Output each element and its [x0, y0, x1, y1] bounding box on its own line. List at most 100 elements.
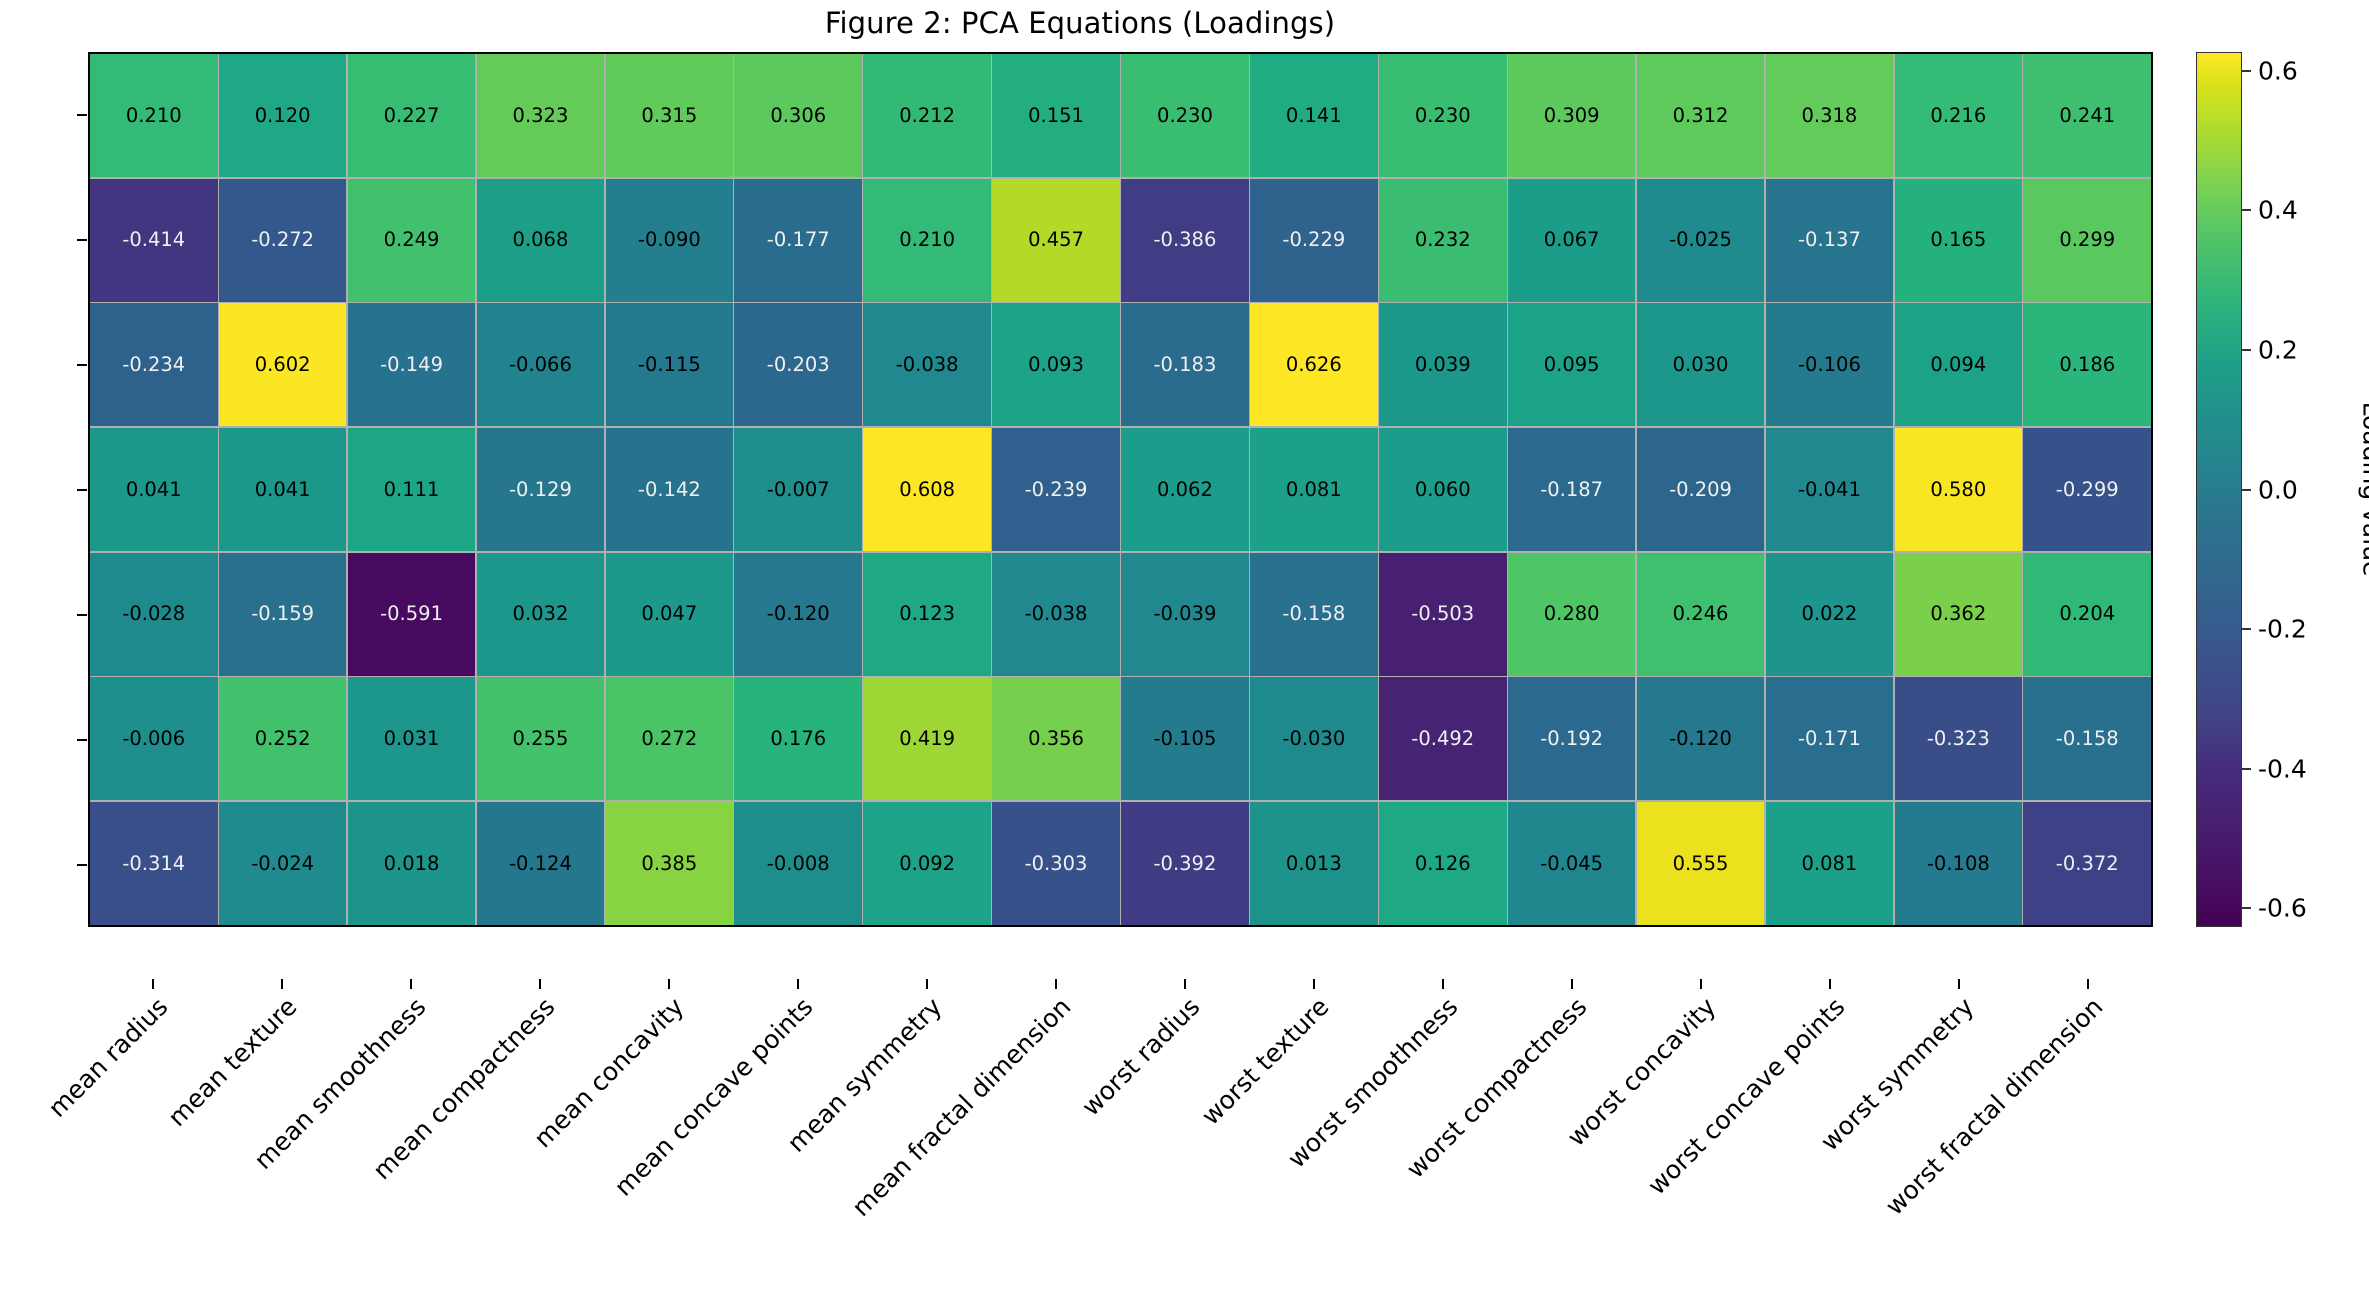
y-axis-tick-mark [77, 864, 87, 866]
heatmap-cell-value: -0.183 [1154, 355, 1217, 375]
heatmap-cell: -0.090 [606, 179, 734, 302]
heatmap-cell-value: 0.126 [1415, 854, 1471, 874]
heatmap-cell-value: -0.177 [767, 230, 830, 250]
heatmap-cell: 0.230 [1379, 54, 1507, 177]
heatmap-cell-value: 0.081 [1802, 854, 1858, 874]
heatmap-cell: 0.457 [992, 179, 1120, 302]
heatmap-cell-value: -0.159 [251, 604, 314, 624]
heatmap-cell: 0.204 [2023, 553, 2151, 676]
heatmap-cell-value: -0.171 [1798, 729, 1861, 749]
heatmap-cell: -0.066 [477, 303, 605, 426]
heatmap-cell-value: -0.158 [2056, 729, 2119, 749]
x-axis-tick-mark [1313, 979, 1315, 989]
heatmap-cell-value: 0.246 [1673, 604, 1729, 624]
heatmap-cell: 0.123 [863, 553, 991, 676]
heatmap-cell: 0.068 [477, 179, 605, 302]
heatmap-cell: -0.120 [734, 553, 862, 676]
heatmap-cell-value: -0.272 [251, 230, 314, 250]
heatmap-cell-value: 0.356 [1028, 729, 1084, 749]
heatmap-cell-value: -0.025 [1669, 230, 1732, 250]
heatmap-cell: 0.022 [1766, 553, 1894, 676]
heatmap-cell: -0.024 [219, 802, 347, 925]
heatmap-cell: -0.591 [348, 553, 476, 676]
heatmap-cell: -0.142 [606, 428, 734, 551]
colorbar-tick-mark [2242, 209, 2251, 211]
heatmap-cell: -0.149 [348, 303, 476, 426]
heatmap-cell-value: 0.092 [899, 854, 955, 874]
colorbar-tick-mark [2242, 907, 2251, 909]
heatmap-cell-value: 0.210 [899, 230, 955, 250]
heatmap-cell-value: -0.192 [1540, 729, 1603, 749]
heatmap-cell-value: -0.386 [1154, 230, 1217, 250]
heatmap-cell-value: 0.041 [255, 480, 311, 500]
heatmap-cell-value: 0.227 [384, 106, 440, 126]
x-axis-tick-label: worst concavity [1418, 992, 1721, 1295]
heatmap-cell: -0.137 [1766, 179, 1894, 302]
heatmap-cell: 0.385 [606, 802, 734, 925]
heatmap-cell: -0.171 [1766, 677, 1894, 800]
heatmap-cell: 0.318 [1766, 54, 1894, 177]
heatmap-cell: -0.386 [1121, 179, 1249, 302]
heatmap-cell-value: -0.028 [122, 604, 185, 624]
heatmap-cell-value: -0.209 [1669, 480, 1732, 500]
heatmap-cell: 0.312 [1637, 54, 1765, 177]
heatmap-cell-value: -0.038 [896, 355, 959, 375]
heatmap-cell: 0.230 [1121, 54, 1249, 177]
x-axis-tick-mark [797, 979, 799, 989]
y-axis-tick-mark [77, 489, 87, 491]
heatmap-cell: -0.314 [90, 802, 218, 925]
heatmap-cell-value: -0.372 [2056, 854, 2119, 874]
heatmap-cell-value: 0.047 [641, 604, 697, 624]
heatmap-cell: -0.372 [2023, 802, 2151, 925]
heatmap-cell: -0.272 [219, 179, 347, 302]
x-axis-tick-mark [1184, 979, 1186, 989]
heatmap-cell: 0.041 [219, 428, 347, 551]
heatmap-cell-value: 0.419 [899, 729, 955, 749]
heatmap-cell: -0.303 [992, 802, 1120, 925]
heatmap-cell-value: 0.022 [1802, 604, 1858, 624]
colorbar-tick-label: 0.2 [2258, 335, 2298, 364]
heatmap-cell-value: -0.006 [122, 729, 185, 749]
heatmap-cell-value: 0.232 [1415, 230, 1471, 250]
heatmap-cell: 0.060 [1379, 428, 1507, 551]
chart-title: Figure 2: PCA Equations (Loadings) [0, 6, 2160, 40]
heatmap-cell-value: 0.032 [513, 604, 569, 624]
x-axis-tick-mark [1571, 979, 1573, 989]
heatmap-cell: -0.234 [90, 303, 218, 426]
heatmap-cell-value: 0.385 [641, 854, 697, 874]
heatmap-cell: -0.323 [1895, 677, 2023, 800]
heatmap-cell: 0.241 [2023, 54, 2151, 177]
heatmap-cell: -0.203 [734, 303, 862, 426]
heatmap-cell-value: 0.018 [384, 854, 440, 874]
x-axis-tick-label: worst compactness [1289, 992, 1592, 1295]
heatmap-cell-value: 0.210 [126, 106, 182, 126]
heatmap-cell: 0.255 [477, 677, 605, 800]
heatmap-cell-value: -0.039 [1154, 604, 1217, 624]
heatmap-cell: 0.362 [1895, 553, 2023, 676]
x-axis-tick-mark [152, 979, 154, 989]
heatmap-cell: -0.392 [1121, 802, 1249, 925]
heatmap-cell-value: -0.008 [767, 854, 830, 874]
heatmap-cell: -0.041 [1766, 428, 1894, 551]
heatmap-cell-value: 0.272 [641, 729, 697, 749]
heatmap-cell: -0.039 [1121, 553, 1249, 676]
x-axis-tick-label: worst symmetry [1677, 992, 1980, 1295]
heatmap-cell-value: 0.081 [1286, 480, 1342, 500]
colorbar-tick-label: -0.6 [2258, 894, 2307, 923]
y-axis-tick-mark [77, 239, 87, 241]
heatmap-cell: 0.067 [1508, 179, 1636, 302]
heatmap-cell: 0.419 [863, 677, 991, 800]
heatmap-cell-value: -0.024 [251, 854, 314, 874]
heatmap-cell-value: -0.108 [1927, 854, 1990, 874]
heatmap-cell-value: 0.318 [1802, 106, 1858, 126]
heatmap-cell: 0.356 [992, 677, 1120, 800]
heatmap-cell: 0.111 [348, 428, 476, 551]
heatmap-cell: 0.216 [1895, 54, 2023, 177]
x-axis-tick-label: mean smoothness [128, 992, 431, 1295]
x-axis-tick-mark [926, 979, 928, 989]
heatmap-cell: 0.186 [2023, 303, 2151, 426]
colorbar-gradient [2196, 52, 2242, 927]
heatmap-cell-value: 0.362 [1930, 604, 1986, 624]
heatmap-cell: 0.062 [1121, 428, 1249, 551]
x-axis-tick-label: worst fractal dimension [1806, 992, 2109, 1295]
